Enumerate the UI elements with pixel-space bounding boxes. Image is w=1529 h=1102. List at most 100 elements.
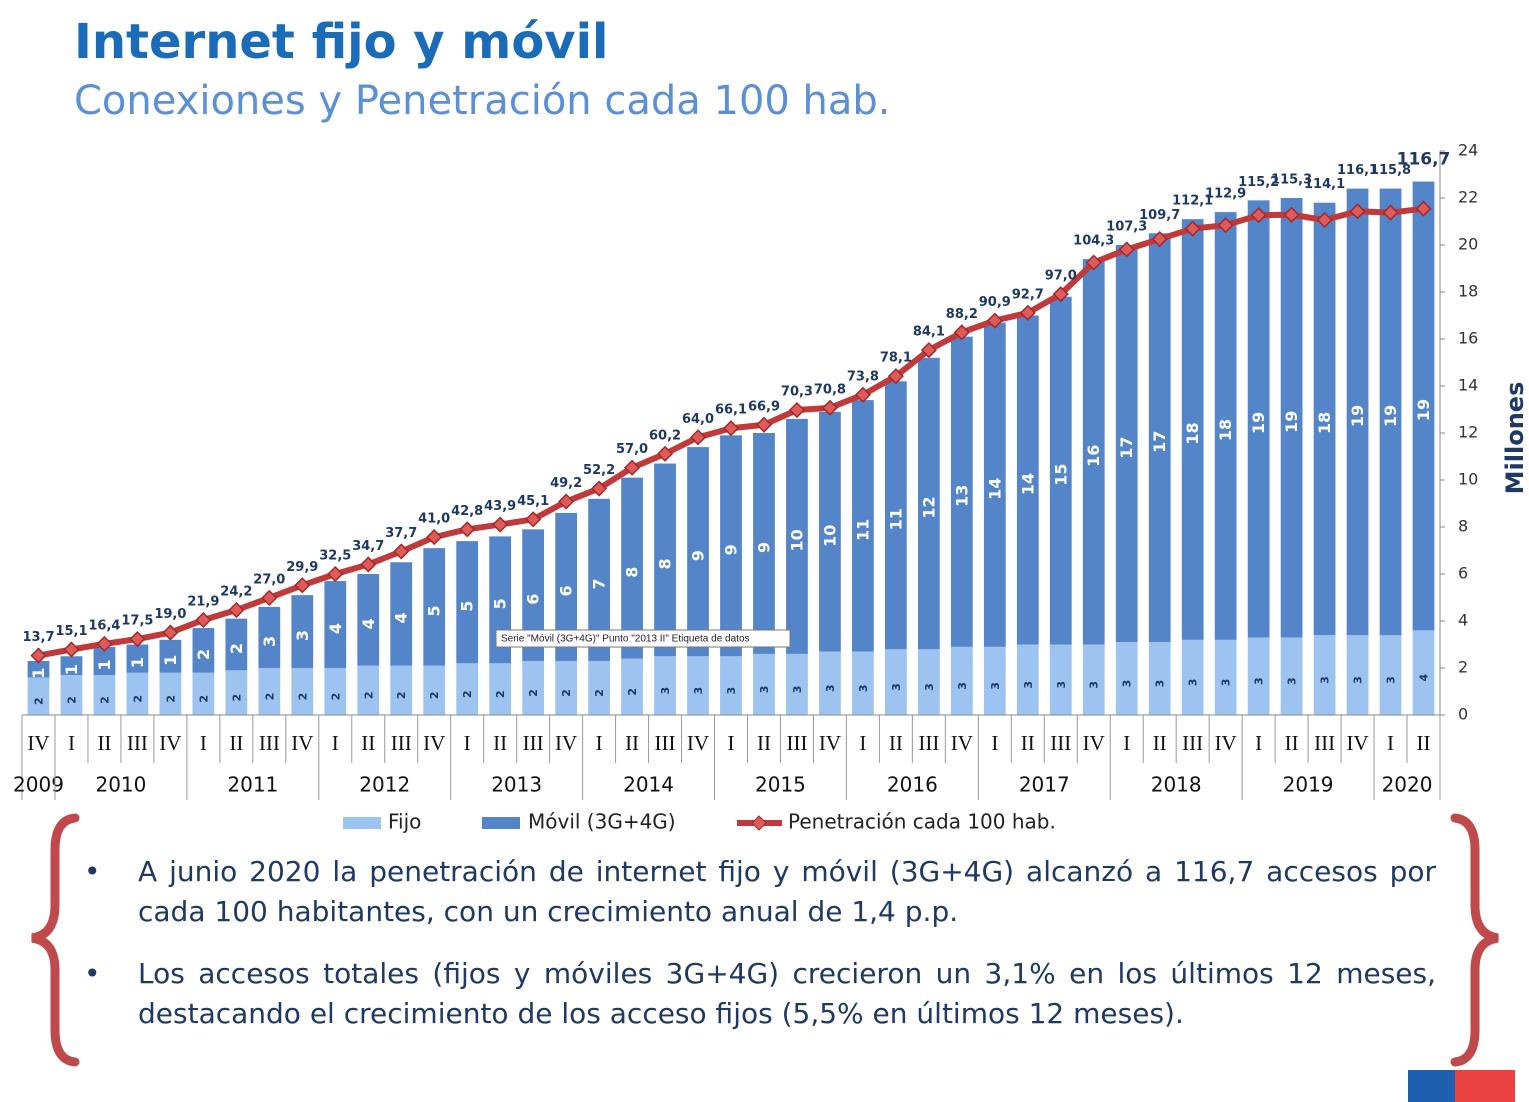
penetration-label: 21,9 <box>187 594 219 609</box>
penetration-marker <box>228 601 245 619</box>
bar-movil <box>687 447 709 657</box>
fijo-label: 3 <box>1088 681 1101 689</box>
fijo-label: 3 <box>1220 679 1233 687</box>
penetration-marker <box>294 577 311 594</box>
bar-fijo <box>423 665 446 715</box>
movil-label: 18 <box>1216 419 1235 441</box>
quarter-label: I <box>332 731 339 755</box>
y-tick-label: 10 <box>1458 470 1478 489</box>
bullet-list: • A junio 2020 la penetración de internet… <box>84 852 1436 1056</box>
penetration-label: 37,7 <box>385 526 417 541</box>
year-label: 2017 <box>1019 773 1070 797</box>
penetration-label: 64,0 <box>682 412 714 427</box>
fijo-label: 3 <box>692 687 705 695</box>
quarter-label: IV <box>1215 731 1237 755</box>
y-tick-label: 24 <box>1458 141 1478 160</box>
quarter-label: II <box>229 731 243 755</box>
y-tick-label: 18 <box>1458 282 1478 301</box>
movil-label: 9 <box>722 544 741 555</box>
y-tick-label: 4 <box>1458 611 1468 630</box>
quarter-label: IV <box>291 731 313 755</box>
penetration-label: 66,1 <box>715 403 747 418</box>
flag-red <box>1455 1070 1515 1102</box>
bar-movil <box>225 618 248 671</box>
quarter-label: III <box>1182 731 1203 755</box>
bar-fijo <box>1346 635 1369 715</box>
bar-movil <box>357 574 380 666</box>
penetration-label: 115,8 <box>1370 163 1411 178</box>
movil-label: 10 <box>787 529 806 551</box>
year-label: 2011 <box>227 773 278 797</box>
bar-movil <box>1379 188 1402 636</box>
bar-movil <box>1148 233 1171 643</box>
bar-movil <box>93 646 116 676</box>
legend-swatch <box>343 817 381 829</box>
fijo-label: 4 <box>1418 674 1431 682</box>
legend-marker <box>751 815 767 831</box>
penetration-marker <box>624 459 641 476</box>
bar-fijo <box>654 656 676 715</box>
fijo-label: 2 <box>32 697 45 705</box>
penetration-label: 29,9 <box>286 560 318 575</box>
penetration-marker <box>1316 211 1333 229</box>
bar-fijo <box>1313 635 1336 715</box>
fijo-label: 2 <box>230 694 243 702</box>
penetration-marker <box>920 342 937 359</box>
bullet-text: A junio 2020 la penetración de internet … <box>138 855 1436 928</box>
bar-fijo <box>1082 644 1105 715</box>
bar-movil <box>291 595 314 668</box>
quarter-label: II <box>97 731 111 755</box>
quarter-label: III <box>391 731 412 755</box>
bar-fijo <box>852 651 874 715</box>
flag-blue <box>1408 1070 1455 1102</box>
quarter-label: I <box>464 731 471 755</box>
bar-fijo <box>819 651 841 715</box>
quarter-label: III <box>523 731 544 755</box>
fijo-label: 3 <box>1385 676 1398 684</box>
bar-fijo <box>917 649 940 715</box>
bar-movil <box>983 322 1006 647</box>
penetration-label: 73,8 <box>847 369 879 384</box>
quarter-label: I <box>596 731 603 755</box>
penetration-label: 17,5 <box>121 614 153 629</box>
fijo-label: 3 <box>1253 677 1266 685</box>
movil-label: 1 <box>161 655 180 666</box>
fijo-label: 2 <box>65 696 78 704</box>
subtitle: Conexiones y Penetración cada 100 hab. <box>74 78 891 124</box>
movil-label: 6 <box>524 594 543 605</box>
movil-label: 4 <box>326 623 345 634</box>
quarter-label: IV <box>951 731 973 755</box>
quarter-label: I <box>1387 731 1394 755</box>
movil-label: 13 <box>952 485 971 507</box>
legend-label: Fijo <box>388 810 421 834</box>
bar-movil <box>1280 198 1303 638</box>
penetration-label: 57,0 <box>616 442 648 457</box>
bar-movil <box>1214 212 1237 640</box>
quarter-label: II <box>625 731 639 755</box>
quarter-label: I <box>728 731 735 755</box>
quarter-label: I <box>1255 731 1262 755</box>
penetration-label: 97,0 <box>1045 269 1077 284</box>
quarter-label: II <box>1285 731 1299 755</box>
penetration-label: 13,7 <box>22 630 54 645</box>
movil-label: 4 <box>392 612 411 623</box>
bar-fijo <box>1148 642 1171 715</box>
bar-fijo <box>753 653 775 715</box>
bar-fijo <box>885 649 907 715</box>
bar-movil <box>621 477 643 659</box>
penetration-label: 52,2 <box>583 463 615 478</box>
movil-label: 19 <box>1249 412 1268 434</box>
movil-label: 17 <box>1150 431 1169 453</box>
bar-movil <box>1346 188 1369 636</box>
bar-movil <box>1247 200 1270 638</box>
bar-fijo <box>159 672 182 715</box>
bar-fijo <box>720 656 742 715</box>
movil-label: 18 <box>1183 422 1202 444</box>
quarter-label: IV <box>159 731 181 755</box>
bar-movil <box>753 433 775 654</box>
bar-movil <box>1181 219 1204 640</box>
bar-fijo <box>126 672 149 715</box>
bar-fijo <box>1115 642 1138 715</box>
movil-label: 5 <box>491 598 510 609</box>
penetration-label: 43,9 <box>484 499 516 514</box>
